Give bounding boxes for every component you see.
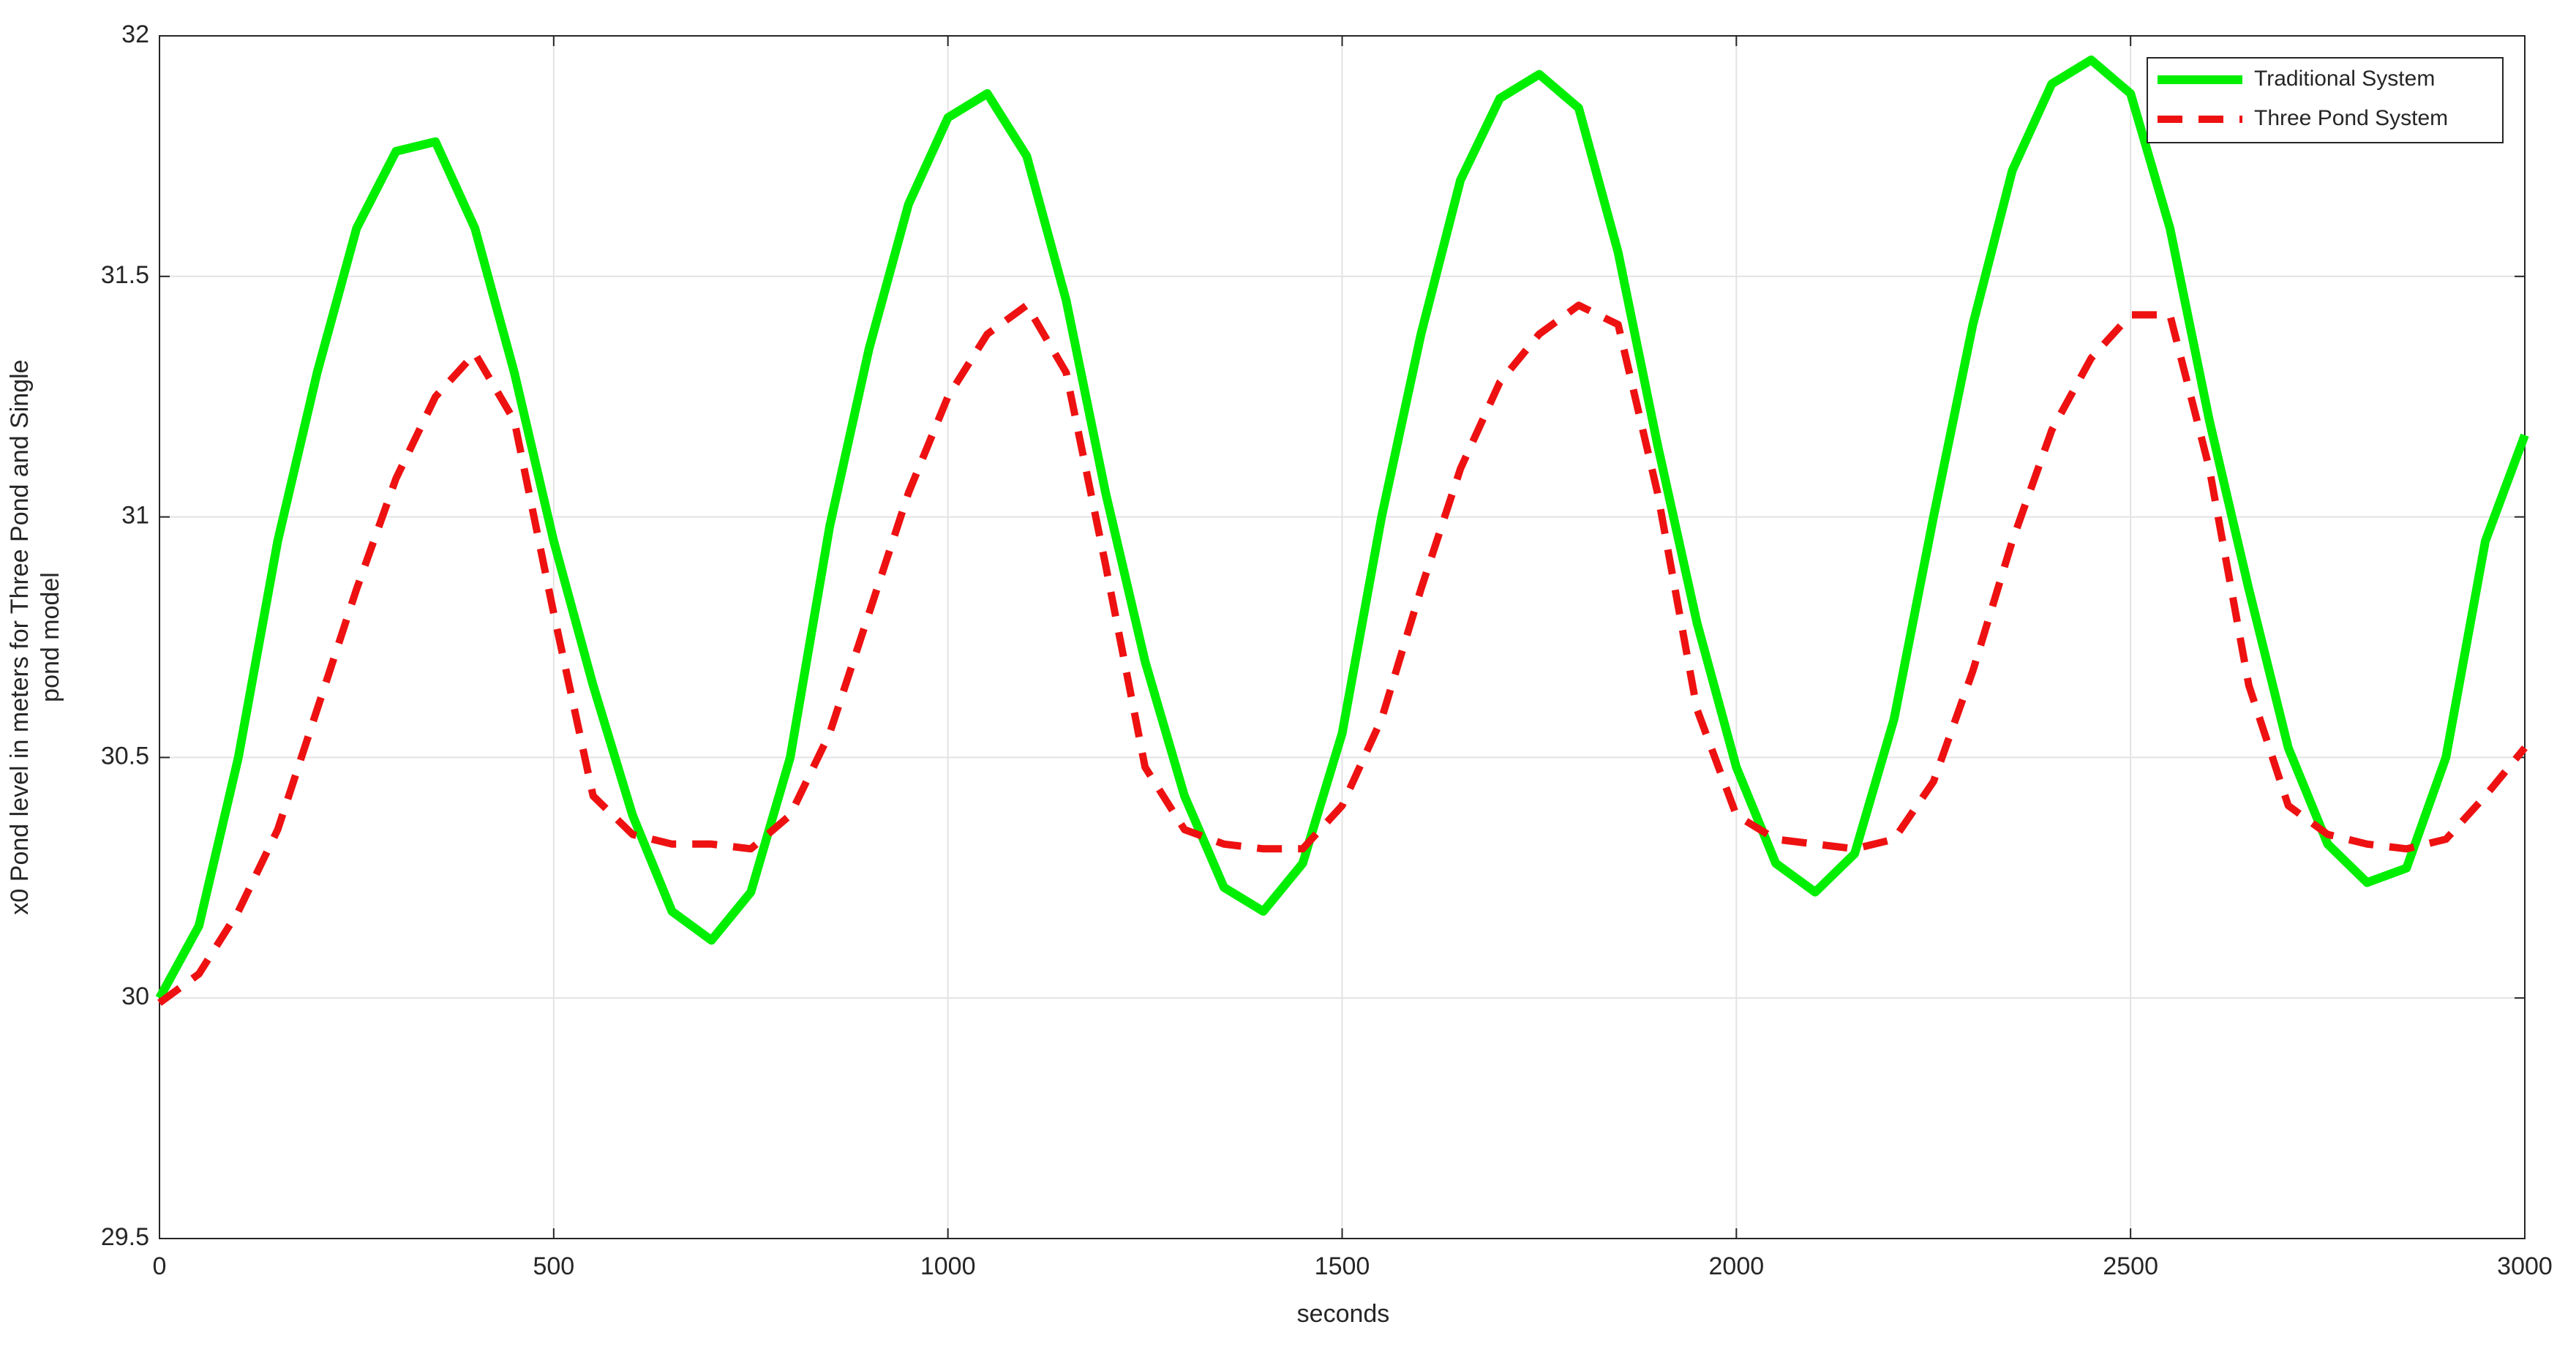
y-tick-label: 30.5 [101,742,149,770]
x-tick-label: 3000 [2497,1252,2553,1280]
x-tick-label: 2500 [2103,1252,2158,1280]
series-line [157,301,2528,1006]
y-tick-label: 30 [121,982,149,1010]
plot-frame [159,35,2526,1239]
legend-label: Three Pond System [2254,106,2448,130]
x-axis-label: seconds [1297,1300,1390,1328]
y-tick-label: 32 [121,20,149,48]
legend-box [2147,57,2504,143]
y-axis-label-line: pond model [37,572,64,702]
legend-label: Traditional System [2254,67,2435,91]
x-tick-label: 500 [533,1252,574,1280]
y-axis-label: x0 Pond level in meters for Three Pond a… [6,359,64,914]
y-tick-label: 31.5 [101,261,149,289]
x-tick-label: 2000 [1709,1252,1765,1280]
x-tick-label: 1000 [920,1252,976,1280]
x-tick-label: 0 [153,1252,167,1280]
series-line [155,55,2529,1001]
x-tick-label: 1500 [1315,1252,1370,1280]
y-tick-label: 31 [121,502,149,530]
y-tick-label: 29.5 [101,1223,149,1251]
y-axis-label-line: x0 Pond level in meters for Three Pond a… [6,359,34,914]
